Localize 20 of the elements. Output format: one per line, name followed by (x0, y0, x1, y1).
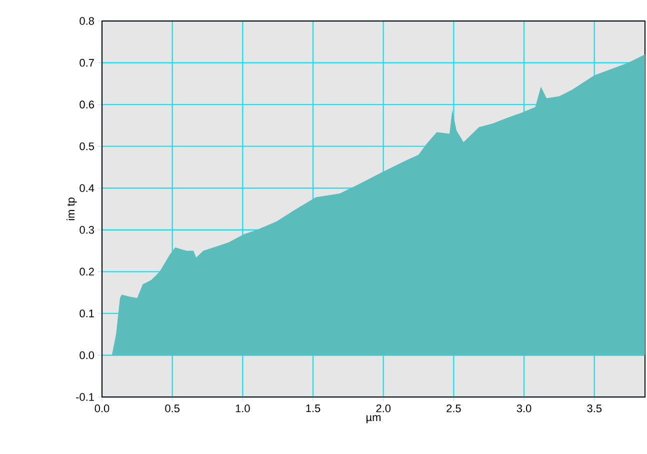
y-tick-label: 0.7 (80, 58, 94, 67)
y-tick-label: 0.2 (80, 268, 94, 276)
x-tick-label: 3.0 (516, 404, 532, 412)
x-tick-label: 1.5 (306, 404, 320, 412)
x-axis-title: µm (366, 415, 380, 424)
y-tick-label: 0.4 (80, 184, 94, 192)
x-tick-label: 1.0 (236, 404, 250, 412)
y-tick-label: -0.1 (76, 393, 94, 401)
x-tick-label: 0.5 (165, 404, 180, 412)
x-tick-label: 2.0 (376, 404, 391, 412)
x-tick-label: 3.5 (587, 404, 602, 412)
y-tick-label: 0.3 (80, 226, 94, 234)
y-tick-label: 0.5 (80, 142, 94, 150)
y-tick-label: 0.8 (80, 17, 94, 25)
y-axis-title: im tp (66, 198, 77, 220)
y-tick-label: 0.6 (80, 100, 94, 108)
y-tick-label: 0.1 (80, 310, 94, 318)
y-tick-label: 0.0 (80, 351, 94, 360)
x-tick-label: 0.0 (94, 404, 110, 412)
x-tick-label: 2.5 (446, 404, 461, 412)
